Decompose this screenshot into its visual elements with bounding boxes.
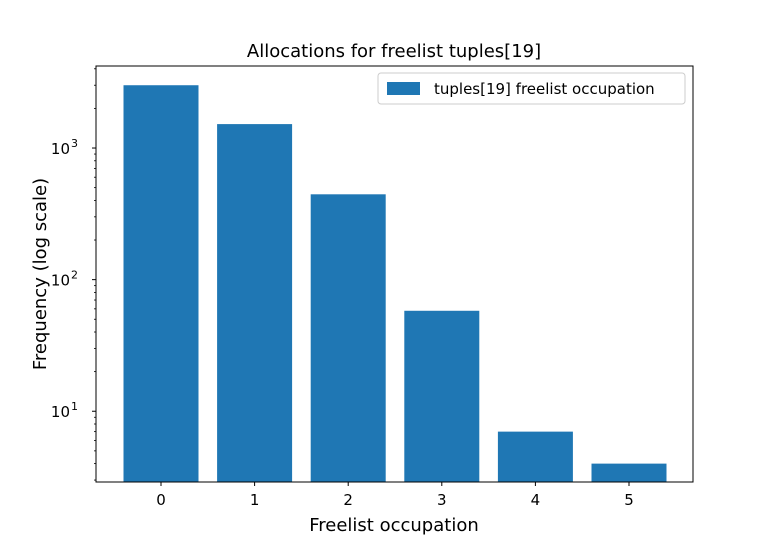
x-tick-label: 3 xyxy=(437,491,447,509)
bars-group xyxy=(123,85,667,483)
y-tick-label: 10 xyxy=(51,140,70,158)
x-tick-label: 4 xyxy=(531,491,541,509)
y-tick-label: 10 xyxy=(51,403,70,421)
bar-4 xyxy=(497,431,573,482)
x-tick-label: 2 xyxy=(343,491,353,509)
y-tick-label: 10 xyxy=(51,272,70,290)
y-axis-label: Frequency (log scale) xyxy=(30,178,51,370)
legend-box xyxy=(377,72,686,105)
x-axis-label: Freelist occupation xyxy=(309,515,479,536)
x-axis: 0 1 2 3 4 5 xyxy=(156,482,634,509)
bar-1 xyxy=(217,124,293,483)
legend-swatch xyxy=(387,82,420,95)
bar-5 xyxy=(591,463,667,482)
y-tick-exponent: 3 xyxy=(71,137,78,150)
plot-frame xyxy=(95,65,694,483)
legend-entry-label: tuples[19] freelist occupation xyxy=(434,80,655,98)
chart-title: Allocations for freelist tuples[19] xyxy=(247,41,541,62)
x-tick-label: 5 xyxy=(624,491,634,509)
bar-3 xyxy=(404,310,480,482)
x-tick-label: 1 xyxy=(250,491,260,509)
legend: tuples[19] freelist occupation xyxy=(377,72,686,105)
x-tick-label: 0 xyxy=(156,491,166,509)
bar-2 xyxy=(310,194,386,482)
bar-0 xyxy=(123,85,199,482)
y-tick-exponent: 1 xyxy=(71,400,78,413)
y-tick-exponent: 2 xyxy=(71,269,78,282)
